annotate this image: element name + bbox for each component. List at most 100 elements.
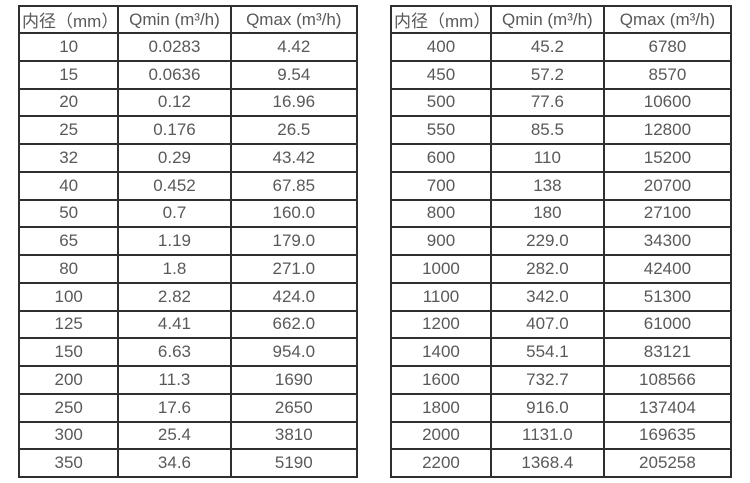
table-cell: 4.41 — [117, 309, 232, 340]
table-cell: 1800 — [390, 392, 492, 423]
table-cell: 15 — [17, 59, 120, 90]
table-cell: 350 — [17, 448, 120, 478]
table-row: 400 45.2 6780 — [390, 32, 733, 62]
table-cell: 32 — [17, 143, 120, 173]
table-cell: 2650 — [229, 392, 359, 423]
column-header: Qmax (m³/h) — [229, 5, 359, 34]
header-row: 内径（mm） Qmin (m³/h) Qmax (m³/h) — [390, 5, 733, 34]
table-row: 900 229.0 34300 — [390, 226, 733, 256]
table-cell: 20700 — [602, 170, 733, 201]
table-cell: 51300 — [602, 281, 733, 312]
table-cell: 34.6 — [117, 448, 232, 478]
table-cell: 179.0 — [229, 226, 359, 256]
table-cell: 554.1 — [489, 337, 605, 367]
table-cell: 6.63 — [117, 337, 232, 367]
spec-table-small-diameters: 内径（mm） Qmin (m³/h) Qmax (m³/h) 10 0.0283 4.42… — [17, 5, 359, 478]
table-cell: 138 — [489, 170, 605, 201]
table-row: 1800 916.0 137404 — [390, 392, 733, 423]
table-cell: 700 — [390, 170, 492, 201]
table-cell: 732.7 — [489, 365, 605, 395]
table-row: 450 57.2 8570 — [390, 59, 733, 90]
table-cell: 900 — [390, 226, 492, 256]
table-cell: 100 — [17, 281, 120, 312]
table-cell: 1.8 — [117, 254, 232, 284]
table-cell: 25 — [17, 115, 120, 145]
table-cell: 180 — [489, 198, 605, 229]
table-cell: 67.85 — [229, 170, 359, 201]
table-row: 50 0.7 160.0 — [17, 198, 359, 229]
table-cell: 1000 — [390, 254, 492, 284]
table-cell: 160.0 — [229, 198, 359, 229]
table-cell: 6780 — [602, 32, 733, 62]
table-cell: 43.42 — [229, 143, 359, 173]
table-cell: 12800 — [602, 115, 733, 145]
table-cell: 17.6 — [117, 392, 232, 423]
table-cell: 916.0 — [489, 392, 605, 423]
table-cell: 1.19 — [117, 226, 232, 256]
table-cell: 282.0 — [489, 254, 605, 284]
table-row: 300 25.4 3810 — [17, 420, 359, 451]
table-cell: 550 — [390, 115, 492, 145]
table-row: 1100 342.0 51300 — [390, 281, 733, 312]
table-cell: 10 — [17, 32, 120, 62]
table-row: 2000 1131.0 169635 — [390, 420, 733, 451]
table-cell: 20 — [17, 87, 120, 118]
table-cell: 65 — [17, 226, 120, 256]
table-cell: 77.6 — [489, 87, 605, 118]
table-cell: 80 — [17, 254, 120, 284]
table-cell: 450 — [390, 59, 492, 90]
table-row: 1400 554.1 83121 — [390, 337, 733, 367]
table-cell: 600 — [390, 143, 492, 173]
table-cell: 0.7 — [117, 198, 232, 229]
table-cell: 5190 — [229, 448, 359, 478]
table-cell: 150 — [17, 337, 120, 367]
table-cell: 16.96 — [229, 87, 359, 118]
table-cell: 45.2 — [489, 32, 605, 62]
table-cell: 1600 — [390, 365, 492, 395]
table-row: 125 4.41 662.0 — [17, 309, 359, 340]
table-cell: 1100 — [390, 281, 492, 312]
table-cell: 169635 — [602, 420, 733, 451]
table-row: 1000 282.0 42400 — [390, 254, 733, 284]
table-cell: 8570 — [602, 59, 733, 90]
table-row: 15 0.0636 9.54 — [17, 59, 359, 90]
table-cell: 2.82 — [117, 281, 232, 312]
table-cell: 25.4 — [117, 420, 232, 451]
table-cell: 0.0636 — [117, 59, 232, 90]
table-cell: 83121 — [602, 337, 733, 367]
table-row: 2200 1368.4 205258 — [390, 448, 733, 478]
table-row: 350 34.6 5190 — [17, 448, 359, 478]
table-cell: 2200 — [390, 448, 492, 478]
table-cell: 0.452 — [117, 170, 232, 201]
column-header: Qmax (m³/h) — [602, 5, 733, 34]
table-cell: 407.0 — [489, 309, 605, 340]
table-cell: 1400 — [390, 337, 492, 367]
table-cell: 500 — [390, 87, 492, 118]
table-cell: 205258 — [602, 448, 733, 478]
table-row: 1200 407.0 61000 — [390, 309, 733, 340]
table-row: 500 77.6 10600 — [390, 87, 733, 118]
table-cell: 4.42 — [229, 32, 359, 62]
table-cell: 3810 — [229, 420, 359, 451]
table-cell: 1200 — [390, 309, 492, 340]
table-row: 150 6.63 954.0 — [17, 337, 359, 367]
table-row: 1600 732.7 108566 — [390, 365, 733, 395]
table-cell: 50 — [17, 198, 120, 229]
table-cell: 662.0 — [229, 309, 359, 340]
table-row: 200 11.3 1690 — [17, 365, 359, 395]
table-cell: 300 — [17, 420, 120, 451]
table-row: 700 138 20700 — [390, 170, 733, 201]
table-cell: 9.54 — [229, 59, 359, 90]
table-cell: 800 — [390, 198, 492, 229]
table-cell: 137404 — [602, 392, 733, 423]
column-header: 内径（mm） — [390, 5, 492, 34]
table-row: 800 180 27100 — [390, 198, 733, 229]
table-cell: 85.5 — [489, 115, 605, 145]
column-header: Qmin (m³/h) — [117, 5, 232, 34]
table-row: 40 0.452 67.85 — [17, 170, 359, 201]
table-cell: 11.3 — [117, 365, 232, 395]
table-cell: 954.0 — [229, 337, 359, 367]
table-cell: 2000 — [390, 420, 492, 451]
table-row: 100 2.82 424.0 — [17, 281, 359, 312]
table-cell: 61000 — [602, 309, 733, 340]
